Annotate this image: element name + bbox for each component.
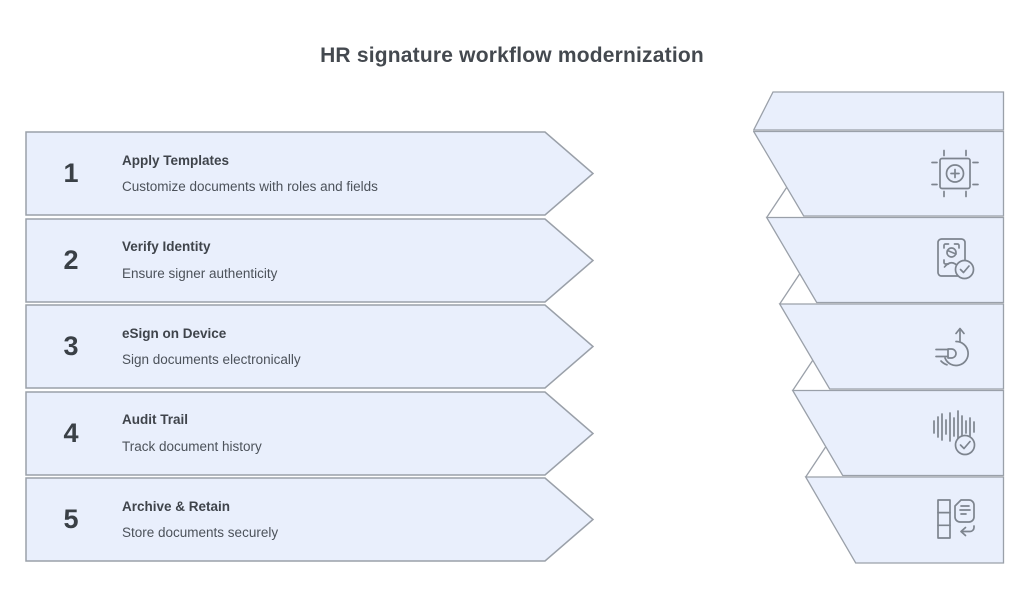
step-row-4: 4 Audit Trail Track document history	[25, 390, 597, 476]
arrow-shape	[25, 477, 595, 562]
template-plus-icon	[931, 149, 979, 198]
step-row-3: 3 eSign on Device Sign documents electro…	[25, 304, 597, 389]
arrow-shape	[25, 217, 595, 303]
ribbon-segment-5	[804, 476, 1005, 564]
step-title: eSign on Device	[122, 325, 227, 341]
step-row-2: 2 Verify Identity Ensure signer authenti…	[25, 217, 597, 303]
arrow-shape	[25, 131, 595, 216]
step-number: 4	[63, 417, 79, 448]
step-description: Track document history	[122, 438, 262, 454]
step-description: Customize documents with roles and field…	[122, 179, 378, 194]
step-number: 3	[63, 331, 79, 361]
step-description: Store documents securely	[122, 525, 279, 540]
esign-device-icon	[935, 327, 969, 367]
step-title: Apply Templates	[122, 152, 230, 168]
archive-retain-icon	[937, 499, 975, 539]
step-number: 5	[63, 504, 79, 534]
step-row-1: 1 Apply Templates Customize documents wi…	[25, 131, 597, 216]
step-title: Verify Identity	[122, 239, 211, 254]
step-text: Audit Trail Track document history	[122, 391, 537, 476]
audit-waveform-check-icon	[933, 410, 976, 456]
step-text: Verify Identity Ensure signer authentici…	[122, 218, 537, 303]
ribbon-crease	[792, 360, 814, 391]
identity-check-icon	[937, 238, 975, 280]
icons-ribbon	[753, 91, 1005, 564]
arrow-shape	[25, 390, 595, 476]
step-title: Archive & Retain	[122, 498, 231, 514]
step-text: eSign on Device Sign documents electroni…	[122, 304, 537, 389]
ribbon-segment-1	[753, 130, 1005, 217]
step-number: 1	[63, 158, 79, 188]
ribbon-crease	[805, 446, 827, 478]
ribbon-segment-3	[778, 303, 1005, 390]
page-title: HR signature workflow modernization	[320, 44, 704, 67]
step-description: Sign documents electronically	[122, 352, 301, 367]
ribbon-crease	[779, 273, 801, 305]
step-title: Audit Trail	[122, 412, 189, 427]
arrow-shape	[25, 304, 595, 389]
step-text: Archive & Retain Store documents securel…	[122, 477, 537, 562]
step-text: Apply Templates Customize documents with…	[122, 131, 537, 216]
ribbon-segment-2	[765, 216, 1005, 304]
step-row-5: 5 Archive & Retain Store documents secur…	[25, 477, 597, 562]
ribbon-crease	[766, 187, 788, 218]
step-description: Ensure signer authenticity	[122, 265, 278, 281]
step-number: 2	[63, 244, 79, 275]
ribbon-segment-4	[791, 389, 1005, 477]
ribbon-top-band	[753, 91, 1005, 131]
